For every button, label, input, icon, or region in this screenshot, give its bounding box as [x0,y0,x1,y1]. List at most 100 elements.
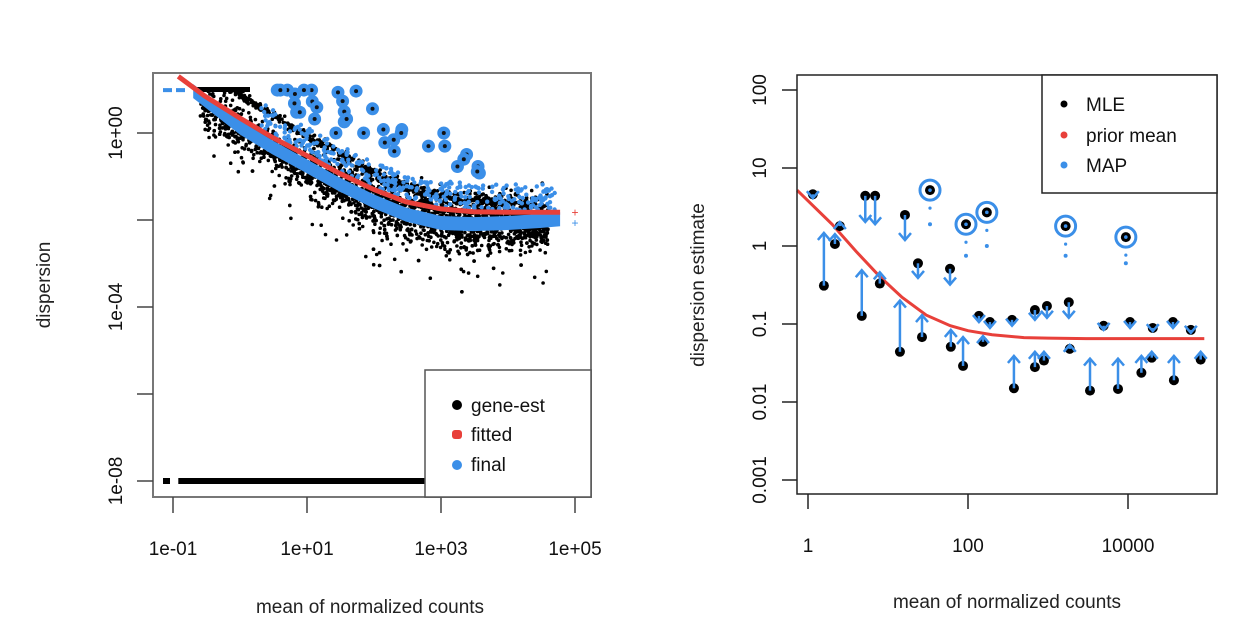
arrow-head [1096,322,1111,332]
final-point [282,135,287,140]
gene-est-point [524,229,528,233]
gene-est-point [507,248,512,253]
gene-est-point [474,214,478,218]
gene-est-point [517,233,521,238]
gene-est-point [500,231,504,235]
arrow-tail [1124,253,1128,257]
final-point [426,193,432,198]
gene-est-point [458,198,463,202]
gene-est-point [492,241,496,246]
gene-est-point [268,193,273,198]
final-point [447,185,452,190]
map-point [1124,235,1128,239]
final-point [510,205,516,210]
gene-est-point [246,147,251,152]
gene-est-point [236,139,240,143]
final-point [457,180,462,185]
gene-est-point [420,243,425,247]
gene-estimate [1006,353,1021,394]
final-point [464,190,470,196]
gene-est-point [332,198,336,203]
map-point [985,210,989,215]
gene-est-point [522,232,526,236]
arrow-head [982,320,997,330]
gene-est-point [218,99,223,104]
gene-est-point [483,231,487,236]
gene-est-point [276,114,281,119]
final-point [439,181,444,186]
gene-est-point [447,251,451,255]
gene-est-point [388,218,393,222]
gene-est-point [247,94,252,98]
gene-est-point [236,169,241,174]
gene-est-point [442,244,447,248]
gene-estimate [1166,317,1180,330]
legend-label-fitted: fitted [471,425,512,446]
gene-est-point [382,227,387,232]
gene-est-point [382,223,387,228]
gene-est-point [399,269,404,274]
final-point [480,183,486,188]
final-point [287,129,293,134]
gene-est-point [288,179,292,184]
gene-est-point [213,115,218,119]
final-point [346,169,352,174]
gene-est-point [254,146,258,151]
gene-est-point [241,137,245,142]
final-point [528,205,534,210]
gene-est-point [419,190,423,195]
gene-estimate [956,335,970,371]
gene-estimate [1134,353,1149,378]
final-point [533,205,539,210]
gene-est-point [420,195,424,199]
gene-est-point [419,176,424,180]
final-point [504,204,510,210]
gene-est-point [364,254,368,259]
final-point [500,199,505,204]
final-band [193,84,561,232]
final-point [269,113,274,118]
gene-est-point [398,227,403,232]
gene-est-point [519,243,524,248]
gene-est-point [251,156,255,161]
gene-est-point [201,114,206,118]
final-point [539,201,544,206]
outlier-estimate [975,200,999,248]
gene-est-point [470,234,474,239]
final-point [332,158,337,164]
final-point [494,182,499,187]
gene-est-point [284,176,288,180]
gene-est-point [443,247,447,251]
gene-est-point [372,209,376,214]
gene-est-point [244,142,248,147]
gene-est-point [350,156,354,161]
final-point [293,140,298,145]
final-point [263,103,268,108]
outlier-ring [954,212,978,236]
gene-est-point [460,235,464,239]
y-tick-label: 0.001 [750,456,771,504]
gene-est-point [373,222,377,226]
final-point [366,162,371,167]
gene-est-point [481,201,485,205]
gene-est-point [371,262,376,267]
arrow-head [915,313,929,323]
arrow-head [832,220,847,230]
gene-est-point [439,238,443,242]
gene-est-point [380,238,384,243]
gene-est-point [281,160,286,164]
outlier-point [293,105,307,119]
gene-est-point [385,234,389,238]
gene-est-point [322,191,327,195]
gene-est-outlier [361,131,366,135]
right-plot-points [796,178,1208,396]
gene-est-point [371,213,375,218]
gene-est-point [289,216,293,221]
y-tick-label: 1 [750,241,771,252]
gene-est-point [419,186,424,190]
gene-est-point [223,131,227,136]
final-point [533,198,539,203]
gene-est-point [247,111,251,115]
final-point [501,191,506,196]
final-point [391,180,396,185]
